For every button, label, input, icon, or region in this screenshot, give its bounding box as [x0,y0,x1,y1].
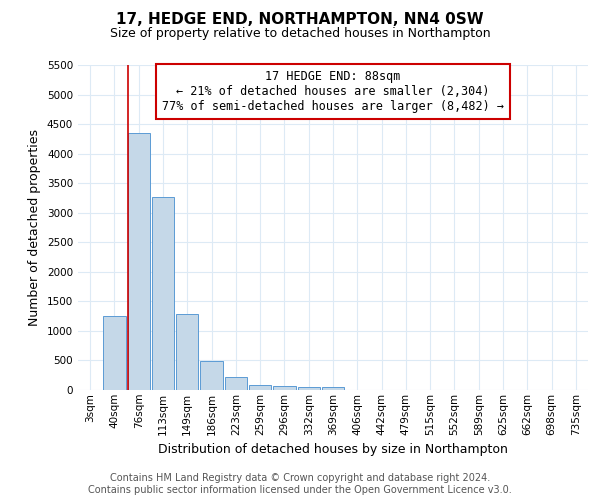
Text: 17 HEDGE END: 88sqm
← 21% of detached houses are smaller (2,304)
77% of semi-det: 17 HEDGE END: 88sqm ← 21% of detached ho… [162,70,504,113]
Y-axis label: Number of detached properties: Number of detached properties [28,129,41,326]
Bar [249,384,271,390]
Bar [322,387,344,390]
Text: Contains HM Land Registry data © Crown copyright and database right 2024.
Contai: Contains HM Land Registry data © Crown c… [88,474,512,495]
Bar [176,314,199,390]
Bar [152,197,174,390]
Bar [103,316,125,390]
Bar [128,133,150,390]
Bar [298,387,320,390]
Text: Size of property relative to detached houses in Northampton: Size of property relative to detached ho… [110,28,490,40]
Bar [200,361,223,390]
Bar [273,386,296,390]
X-axis label: Distribution of detached houses by size in Northampton: Distribution of detached houses by size … [158,443,508,456]
Text: 17, HEDGE END, NORTHAMPTON, NN4 0SW: 17, HEDGE END, NORTHAMPTON, NN4 0SW [116,12,484,28]
Bar [224,378,247,390]
